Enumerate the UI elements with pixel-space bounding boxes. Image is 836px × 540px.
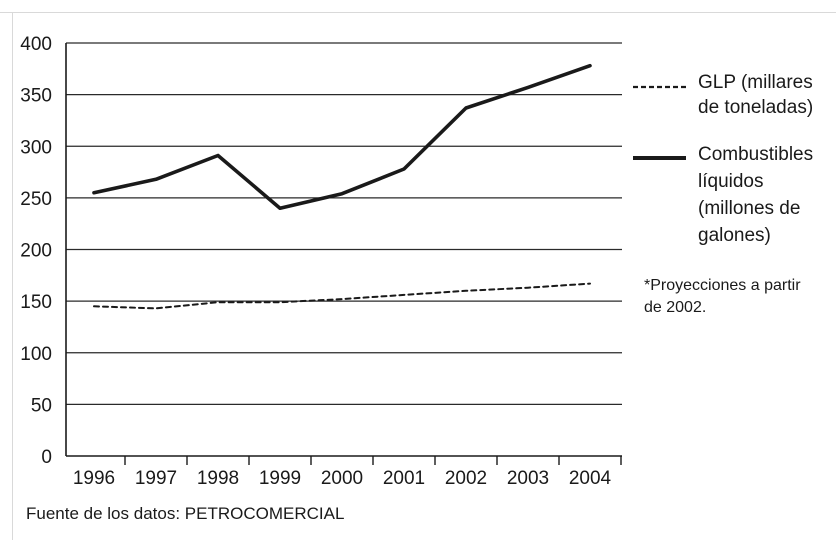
y-tick-label-350: 350 <box>20 86 52 107</box>
projection-note-line-0: *Proyecciones a partir <box>644 277 801 294</box>
series-line-glp <box>93 282 591 310</box>
y-tick-labels: 0 50 100 150 200 250 300 350 400 <box>20 34 52 468</box>
y-tick-label-150: 150 <box>20 292 52 313</box>
x-tick-label-2002: 2002 <box>445 468 487 489</box>
legend-label-glp-line-1: de toneladas) <box>698 97 813 118</box>
series-line-combustibles <box>92 63 592 210</box>
legend-label-glp-line-0: GLP (millares <box>698 72 813 93</box>
series-lines <box>92 63 592 310</box>
y-tick-label-100: 100 <box>20 344 52 365</box>
x-tick-label-2000: 2000 <box>321 468 363 489</box>
grid-lines <box>66 42 622 406</box>
y-tick-label-0: 0 <box>41 447 52 468</box>
frame-left-border <box>12 12 13 540</box>
y-tick-label-400: 400 <box>20 34 52 55</box>
axes <box>65 43 622 465</box>
x-tick-label-2004: 2004 <box>569 468 612 489</box>
x-tick-label-2001: 2001 <box>383 468 425 489</box>
projection-note-line-1: de 2002. <box>644 299 706 316</box>
x-tick-label-1997: 1997 <box>135 468 177 489</box>
y-tick-label-200: 200 <box>20 241 52 262</box>
frame-top-border <box>0 12 836 13</box>
y-tick-label-300: 300 <box>20 137 52 158</box>
x-tick-labels: 1996 1997 1998 1999 2000 2001 2002 2003 2004 <box>73 468 612 489</box>
data-source-caption: Fuente de los datos: PETROCOMERCIAL <box>26 504 345 523</box>
projection-note: *Proyecciones a partir de 2002. <box>644 277 801 316</box>
legend-label-combustibles-line-2: (millones de <box>698 198 800 219</box>
legend: GLP (millares de toneladas) Combustibles lí… <box>633 72 813 246</box>
y-tick-label-250: 250 <box>20 189 52 210</box>
x-tick-label-2003: 2003 <box>507 468 549 489</box>
legend-label-combustibles-line-0: Combustibles <box>698 144 813 165</box>
x-tick-label-1998: 1998 <box>197 468 239 489</box>
legend-label-combustibles-line-1: líquidos <box>698 171 764 192</box>
y-tick-label-50: 50 <box>31 395 52 416</box>
legend-label-combustibles-line-3: galones) <box>698 225 771 246</box>
x-tick-label-1996: 1996 <box>73 468 115 489</box>
x-tick-label-1999: 1999 <box>259 468 301 489</box>
